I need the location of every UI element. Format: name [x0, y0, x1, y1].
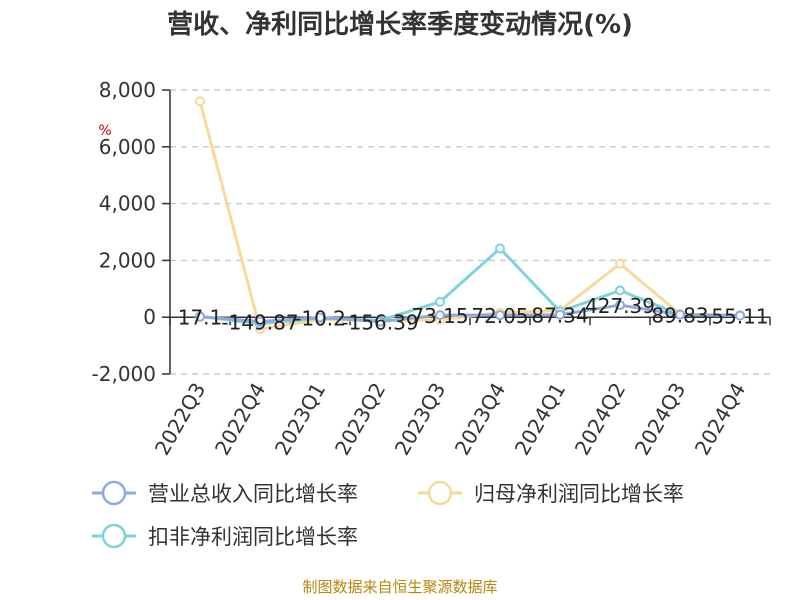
- data-point: [435, 296, 445, 307]
- footer-source: 制图数据来自恒生聚源数据库: [302, 578, 497, 596]
- x-tick-label: 2023Q3: [390, 379, 450, 460]
- legend-item[interactable]: 归母净利润同比增长率: [418, 480, 684, 506]
- x-tick-label: 2022Q3: [150, 379, 210, 460]
- y-tick-label: 0: [143, 305, 156, 329]
- x-tick-label: 2024Q2: [570, 379, 630, 460]
- x-tick-label: 2023Q2: [330, 379, 390, 460]
- data-point: [615, 285, 625, 296]
- data-label: 89.83: [651, 304, 708, 328]
- y-axis-ticks: -2,000 0 2,000 4,000 6,000 8,000: [92, 78, 170, 386]
- data-point: [375, 316, 385, 327]
- legend-marker: [101, 480, 127, 506]
- data-point: [615, 258, 625, 269]
- y-tick-label: 6,000: [99, 135, 156, 159]
- data-label: 73.15: [411, 304, 468, 328]
- data-label: -10.2: [294, 306, 346, 330]
- data-label: 72.05: [471, 304, 528, 328]
- data-point: [675, 309, 685, 320]
- data-point: [735, 310, 745, 321]
- legend-label: 营业总收入同比增长率: [148, 482, 358, 506]
- legend-marker: [101, 523, 127, 549]
- data-label: 87.34: [531, 304, 588, 328]
- data-label: 17.1: [178, 306, 223, 330]
- x-tick-label: 2023Q1: [270, 379, 330, 460]
- x-tick-label: 2024Q4: [690, 379, 750, 460]
- y-tick-label: -2,000: [92, 362, 156, 386]
- data-label: -149.87: [221, 310, 298, 334]
- legend-marker: [427, 480, 453, 506]
- data-point: [435, 310, 445, 321]
- data-point: [195, 311, 205, 322]
- data-point: [195, 96, 205, 107]
- x-tick-label: 2022Q4: [210, 379, 270, 460]
- legend-item[interactable]: 扣非净利润同比增长率: [92, 523, 358, 549]
- chart-title: 营收、净利同比增长率季度变动情况(%): [167, 9, 633, 40]
- x-tick-label: 2024Q3: [630, 379, 690, 460]
- x-tick-label: 2024Q1: [510, 379, 570, 460]
- x-axis-ticks: 2022Q3 2022Q4 2023Q1 2023Q2 2023Q3 2023Q4 2024…: [150, 317, 771, 460]
- data-point: [615, 300, 625, 311]
- series-group: [195, 96, 745, 335]
- series-line: [198, 100, 741, 331]
- data-label: 427.39: [585, 294, 655, 318]
- data-point: [495, 243, 505, 254]
- series-line: [199, 303, 741, 324]
- y-tick-label: 8,000: [99, 78, 156, 102]
- y-tick-label: 2,000: [99, 248, 156, 272]
- y-tick-label: 4,000: [99, 192, 156, 216]
- legend-label: 扣非净利润同比增长率: [148, 525, 358, 549]
- y-axis-unit: %: [98, 123, 111, 139]
- legend-item[interactable]: 营业总收入同比增长率: [92, 480, 358, 506]
- x-tick-label: 2023Q4: [450, 379, 510, 460]
- data-point: [255, 316, 265, 327]
- data-label: -156.39: [341, 311, 418, 335]
- data-point: [315, 312, 325, 323]
- legend-label: 归母净利润同比增长率: [474, 482, 684, 506]
- data-point: [495, 310, 505, 321]
- data-point: [555, 309, 565, 320]
- data-label: 55.11: [711, 305, 768, 329]
